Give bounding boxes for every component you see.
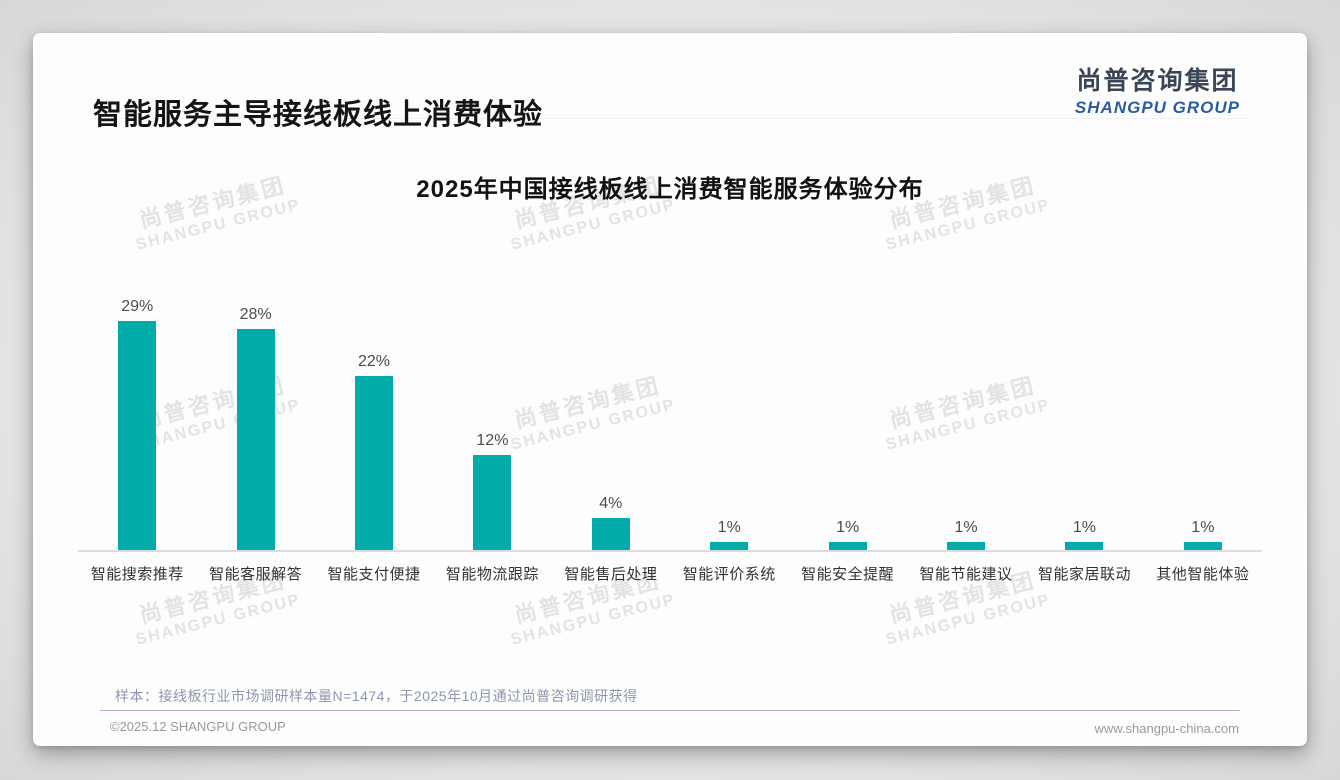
bar-value-label: 12% xyxy=(476,432,509,449)
footer-divider xyxy=(100,710,1240,711)
x-axis-label: 智能物流跟踪 xyxy=(445,566,539,583)
bar-slot: 22% xyxy=(315,272,433,550)
chart-bar xyxy=(591,518,630,550)
bar-value-label: 28% xyxy=(239,306,272,323)
report-card: 尚普咨询集团 SHANGPU GROUP 尚普咨询集团 SHANGPU GROUP 尚普… xyxy=(33,33,1307,746)
bar-chart-plot: 29% 28% 22% 12% 4% 1% 1% 1% 1% 1% xyxy=(78,272,1262,552)
bar-slot: 1% xyxy=(670,272,788,550)
bar-value-label: 29% xyxy=(121,298,154,315)
chart-bar xyxy=(1183,542,1222,550)
shangpu-logo: 尚普咨询集团 SHANGPU GROUP xyxy=(1075,61,1240,118)
bar-value-label: 1% xyxy=(1191,519,1215,536)
bar-slot: 29% xyxy=(78,272,196,550)
chart-bar xyxy=(473,455,512,550)
bar-value-label: 1% xyxy=(836,519,860,536)
x-axis-label: 其他智能体验 xyxy=(1156,566,1250,583)
chart-bar xyxy=(118,321,157,550)
x-axis-label: 智能评价系统 xyxy=(682,566,776,583)
logo-text-en: SHANGPU GROUP xyxy=(1074,98,1240,117)
logo-text-cn: 尚普咨询集团 xyxy=(1076,67,1239,95)
bar-value-label: 1% xyxy=(954,519,978,536)
bar-slot: 28% xyxy=(196,272,314,550)
bar-value-label: 4% xyxy=(599,495,623,512)
bar-slot: 1% xyxy=(1025,272,1143,550)
x-axis-label: 智能支付便捷 xyxy=(327,566,421,583)
copyright-text: ©2025.12 SHANGPU GROUP xyxy=(110,719,286,734)
chart-bar xyxy=(710,542,749,550)
x-axis-label: 智能搜索推荐 xyxy=(90,566,184,583)
sample-note: 样本：接线板行业市场调研样本量N=1474，于2025年10月通过尚普咨询调研获… xyxy=(115,688,638,704)
bar-slot: 1% xyxy=(788,272,906,550)
page-title: 智能服务主导接线板线上消费体验 xyxy=(93,99,544,131)
bar-slot: 12% xyxy=(433,272,551,550)
bar-value-label: 1% xyxy=(1072,519,1097,536)
x-axis-label: 智能售后处理 xyxy=(564,566,658,583)
header-divider xyxy=(91,118,1249,119)
x-axis-label: 智能家居联动 xyxy=(1037,566,1131,583)
x-axis-labels: 智能搜索推荐 智能客服解答 智能支付便捷 智能物流跟踪 智能售后处理 智能评价系统 智能安全… xyxy=(78,563,1262,584)
chart-bar xyxy=(355,376,394,550)
bar-slot: 1% xyxy=(907,272,1025,550)
x-axis-label: 智能安全提醒 xyxy=(801,566,895,583)
bar-value-label: 22% xyxy=(358,353,391,370)
chart-bar xyxy=(1065,542,1104,550)
x-axis-label: 智能节能建议 xyxy=(919,566,1013,583)
x-axis-label: 智能客服解答 xyxy=(209,566,303,583)
bar-slot: 1% xyxy=(1144,272,1262,550)
chart-bar xyxy=(236,329,275,550)
bar-value-label: 1% xyxy=(717,519,741,536)
chart-title: 2025年中国接线板线上消费智能服务体验分布 xyxy=(416,176,924,203)
bar-slot: 4% xyxy=(552,272,670,550)
chart-bar xyxy=(828,542,867,550)
chart-bar xyxy=(947,542,986,550)
website-url: www.shangpu-china.com xyxy=(1094,721,1239,736)
